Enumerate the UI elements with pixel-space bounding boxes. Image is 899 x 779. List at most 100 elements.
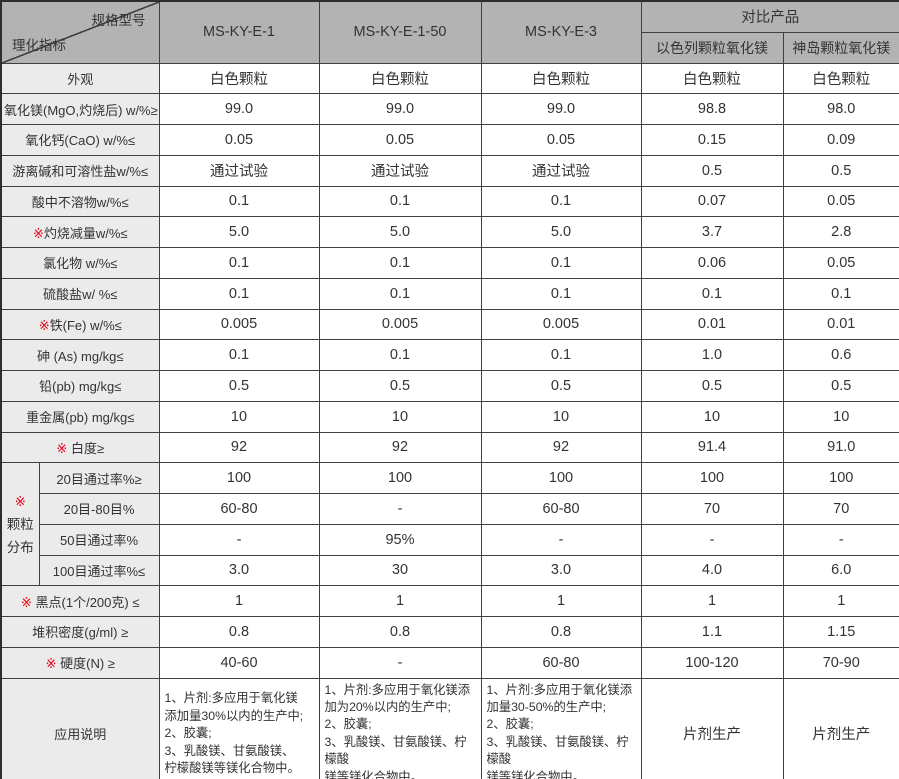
- cell-value: 0.1: [640, 277, 784, 310]
- cell-value: 0.05: [782, 247, 899, 279]
- row-iron: ※铁(Fe) w/%≤ 0.005 0.005 0.005 0.01 0.01: [0, 308, 899, 341]
- cell-value: 0.1: [318, 247, 482, 279]
- cell-value: 0.005: [158, 308, 320, 341]
- cell-value: 0.1: [318, 339, 482, 371]
- row-arsenic: 砷 (As) mg/kg≤ 0.1 0.1 0.1 1.0 0.6: [0, 339, 899, 371]
- row-label: 氧化镁(MgO,灼烧后) w/%≥: [0, 93, 160, 125]
- cell-value: 60-80: [158, 493, 320, 525]
- row-appearance: 外观 白色颗粒 白色颗粒 白色颗粒 白色颗粒 白色颗粒: [0, 62, 899, 95]
- cell-value: 0.1: [158, 247, 320, 279]
- column-header-comparison-group: 对比产品: [640, 0, 899, 33]
- header-row-2: 以色列颗粒氧化镁 神岛颗粒氧化镁: [1, 31, 899, 64]
- cell-value: 0.1: [158, 185, 320, 218]
- cell-value: 通过试验: [480, 154, 642, 187]
- cell-value: 0.5: [158, 370, 320, 402]
- cell-value: 0.05: [480, 124, 642, 156]
- cell-value: 0.6: [782, 339, 899, 371]
- cell-value: 白色颗粒: [158, 62, 320, 95]
- cell-value: 2.8: [782, 216, 899, 248]
- cell-value: 5.0: [480, 216, 642, 248]
- diagonal-header-cell: 规格型号 理化指标: [0, 0, 160, 64]
- application-note: 1、片剂:多应用于氧化镁添 加为20%以内的生产中; 2、胶囊; 3、乳酸镁、甘…: [318, 677, 482, 779]
- cell-value: 1.0: [640, 339, 784, 371]
- diagonal-label-physchem-index: 理化指标: [12, 37, 66, 53]
- cell-value: 0.1: [318, 277, 482, 310]
- cell-value: 0.15: [640, 124, 784, 156]
- cell-value: 1: [158, 585, 320, 617]
- row-loss-on-ignition: ※灼烧减量w/%≤ 5.0 5.0 5.0 3.7 2.8: [0, 216, 899, 248]
- cell-value: 3.0: [480, 554, 642, 587]
- cell-value: 10: [640, 400, 784, 433]
- cell-value: 白色颗粒: [640, 62, 784, 95]
- cell-value: 60-80: [480, 493, 642, 525]
- cell-value: 0.06: [640, 247, 784, 279]
- cell-value: 100-120: [640, 646, 784, 679]
- cell-value: 30: [318, 554, 482, 587]
- row-mesh50-pass: 50目通过率% - 95% - - -: [1, 523, 899, 556]
- cell-value: -: [158, 523, 320, 556]
- column-header-model-3: MS-KY-E-3: [480, 0, 642, 64]
- cell-value: 1: [480, 585, 642, 617]
- cell-value: 99.0: [318, 93, 482, 125]
- row-sublabel: 100目通过率%≤: [38, 554, 160, 587]
- cell-value: 10: [158, 400, 320, 433]
- cell-value: 70-90: [782, 646, 899, 679]
- cell-value: 60-80: [480, 646, 642, 679]
- row-label: 氧化钙(CaO) w/%≤: [0, 124, 160, 156]
- cell-value: 3.7: [640, 216, 784, 248]
- row-label: ※ 黑点(1个/200克) ≤: [0, 585, 160, 617]
- cell-value: 0.005: [318, 308, 482, 341]
- row-label: 硫酸盐w/ %≤: [0, 277, 160, 310]
- row-lead: 铅(pb) mg/kg≤ 0.5 0.5 0.5 0.5 0.5: [0, 370, 899, 402]
- row-hardness: ※ 硬度(N) ≥ 40-60 - 60-80 100-120 70-90: [0, 646, 899, 679]
- cell-value: 通过试验: [318, 154, 482, 187]
- cell-value: 10: [782, 400, 899, 433]
- particle-distribution-group-label: ※ 颗粒 分布: [0, 462, 40, 587]
- application-note: 片剂生产: [640, 677, 784, 779]
- cell-value: 0.1: [782, 277, 899, 310]
- cell-value: 70: [782, 493, 899, 525]
- row-label: ※灼烧减量w/%≤: [0, 216, 160, 248]
- cell-value: 0.01: [640, 308, 784, 341]
- cell-value: 91.0: [782, 431, 899, 464]
- cell-value: 6.0: [782, 554, 899, 587]
- cell-value: 1.15: [782, 616, 899, 648]
- required-marker: ※: [38, 317, 50, 333]
- cell-value: 99.0: [158, 93, 320, 125]
- cell-value: 1: [640, 585, 784, 617]
- cell-value: 白色颗粒: [480, 62, 642, 95]
- row-label: 重金属(pb) mg/kg≤: [0, 400, 160, 433]
- cell-value: -: [318, 646, 482, 679]
- cell-value: 0.05: [158, 124, 320, 156]
- cell-value: 1: [318, 585, 482, 617]
- row-label: 酸中不溶物w/%≤: [0, 185, 160, 218]
- cell-value: 91.4: [640, 431, 784, 464]
- row-label: ※铁(Fe) w/%≤: [0, 308, 160, 341]
- cell-value: 100: [480, 462, 642, 494]
- row-free-alkali: 游离碱和可溶性盐w/%≤ 通过试验 通过试验 通过试验 0.5 0.5: [0, 154, 899, 187]
- cell-value: 0.5: [318, 370, 482, 402]
- required-marker: ※: [45, 656, 61, 672]
- application-note: 片剂生产: [782, 677, 899, 779]
- row-sulfate: 硫酸盐w/ %≤ 0.1 0.1 0.1 0.1 0.1: [0, 277, 899, 310]
- row-label: ※ 白度≥: [0, 431, 160, 464]
- row-sublabel: 20目-80目%: [38, 493, 160, 525]
- cell-value: -: [480, 523, 642, 556]
- cell-value: 0.5: [640, 154, 784, 187]
- cell-value: 100: [782, 462, 899, 494]
- row-label: 应用说明: [0, 677, 160, 779]
- column-header-model-1: MS-KY-E-1: [158, 0, 320, 64]
- row-whiteness: ※ 白度≥ 92 92 92 91.4 91.0: [0, 431, 899, 464]
- row-cao: 氧化钙(CaO) w/%≤ 0.05 0.05 0.05 0.15 0.09: [0, 124, 899, 156]
- cell-value: 0.09: [782, 124, 899, 156]
- application-note: 1、片剂:多应用于氧化镁 添加量30%以内的生产中; 2、胶囊; 3、乳酸镁、甘…: [158, 677, 320, 779]
- row-heavy-metals: 重金属(pb) mg/kg≤ 10 10 10 10 10: [0, 400, 899, 433]
- cell-value: 0.1: [158, 277, 320, 310]
- cell-value: 100: [318, 462, 482, 494]
- cell-value: 0.5: [640, 370, 784, 402]
- cell-value: 5.0: [318, 216, 482, 248]
- required-marker: ※: [14, 493, 26, 509]
- cell-value: 0.05: [318, 124, 482, 156]
- cell-value: 0.1: [158, 339, 320, 371]
- row-mesh20-80: 20目-80目% 60-80 - 60-80 70 70: [1, 493, 899, 525]
